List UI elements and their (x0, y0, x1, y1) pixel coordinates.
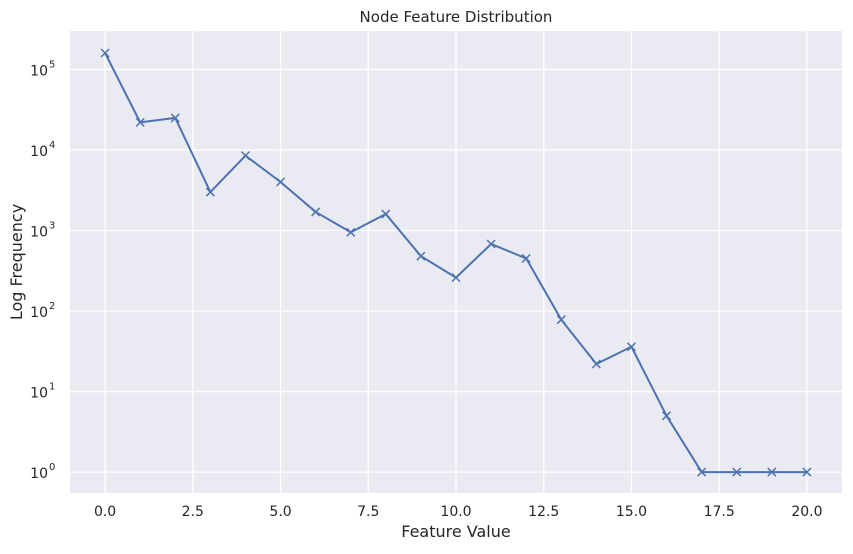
data-point-marker (135, 117, 145, 127)
data-point-marker (311, 207, 321, 217)
y-tick-exponent: 3 (49, 220, 55, 231)
data-point-marker (767, 467, 777, 477)
x-tick-label: 20.0 (791, 504, 822, 520)
y-axis-label: Log Frequency (7, 204, 26, 320)
y-tick-label: 10 (30, 144, 48, 160)
y-tick-exponent: 4 (49, 140, 55, 151)
chart-title: Node Feature Distribution (360, 8, 553, 26)
data-point-marker (346, 227, 356, 237)
x-axis-label: Feature Value (401, 522, 510, 541)
x-tick-label: 7.5 (357, 504, 379, 520)
data-point-marker (100, 48, 110, 58)
data-point-marker (556, 315, 566, 325)
data-point-marker (662, 411, 672, 421)
data-point-marker (626, 342, 636, 352)
data-point-marker (802, 467, 812, 477)
x-tick-label: 15.0 (616, 504, 647, 520)
x-tick-label: 0.0 (94, 504, 116, 520)
data-point-marker (276, 177, 286, 187)
y-tick-label: 10 (30, 224, 48, 240)
y-tick-label: 10 (30, 305, 48, 321)
data-point-marker (170, 113, 180, 123)
data-point-marker (451, 273, 461, 283)
data-point-marker (416, 251, 426, 261)
y-tick-exponent: 0 (49, 462, 55, 473)
y-tick-label: 10 (30, 386, 48, 402)
data-point-marker (521, 253, 531, 263)
y-tick-exponent: 1 (49, 382, 55, 393)
data-point-marker (732, 467, 742, 477)
y-tick-exponent: 5 (49, 59, 55, 70)
x-tick-label: 12.5 (528, 504, 559, 520)
data-point-marker (486, 239, 496, 249)
x-tick-labels: 0.0 2.5 5.0 7.5 10.0 12.5 15.0 17.5 20.0 (94, 504, 823, 520)
data-point-marker (381, 209, 391, 219)
y-tick-label: 10 (30, 63, 48, 79)
x-tick-label: 2.5 (182, 504, 204, 520)
data-point-marker (697, 467, 707, 477)
x-tick-label: 17.5 (704, 504, 735, 520)
data-point-marker (591, 359, 601, 369)
y-tick-exponent: 2 (49, 301, 55, 312)
x-tick-label: 5.0 (269, 504, 291, 520)
y-tick-label: 10 (30, 466, 48, 482)
data-point-marker (240, 151, 250, 161)
x-tick-label: 10.0 (440, 504, 471, 520)
series-layer (100, 48, 812, 477)
data-point-marker (205, 187, 215, 197)
